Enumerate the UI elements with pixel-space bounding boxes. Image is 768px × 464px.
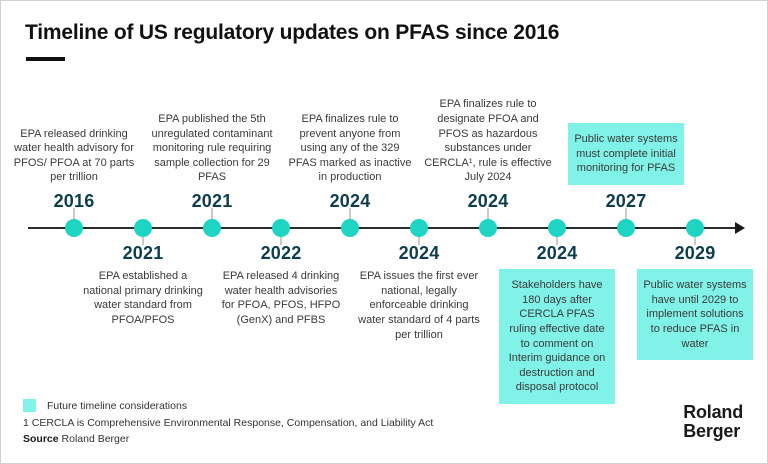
entry-year: 2024 [329,191,371,211]
timeline-entry-2021-above: EPA published the 5th unregulated contam… [142,112,282,212]
timeline-entry-2027: Public water systems must complete initi… [556,123,696,212]
entry-year: 2021 [191,191,233,211]
entry-text: EPA issues the first ever national, lega… [358,270,480,341]
entry-text: EPA released 4 drinking water health adv… [221,270,341,326]
timeline-dot [410,219,428,237]
legend-label: Future timeline considerations [47,399,188,412]
timeline-dot [479,219,497,237]
timeline-entry-2024-inactive-rule: EPA finalizes rule to prevent anyone fro… [280,112,420,212]
footnote: 1 CERCLA is Comprehensive Environmental … [23,417,434,429]
timeline-entry-2024-stakeholders: 2024 Stakeholders have 180 days after CE… [487,243,627,404]
timeline-entry-2024-standard: 2024 EPA issues the first ever national,… [349,243,489,342]
entry-text: EPA established a national primary drink… [83,270,203,326]
title-underline [26,57,65,61]
legend: Future timeline considerations [23,399,187,412]
timeline-entry-2021-below: 2021 EPA established a national primary … [73,243,213,328]
entry-year: 2024 [467,191,509,211]
entry-year: 2021 [122,243,164,263]
entry-text: EPA published the 5th unregulated contam… [151,112,273,184]
timeline-dot [686,219,704,237]
timeline-dot [65,219,83,237]
entry-text: EPA finalizes rule to prevent anyone fro… [288,112,412,184]
timeline-connector [349,208,351,228]
timeline-dot [341,219,359,237]
entry-text: EPA released drinking water health advis… [13,127,135,184]
timeline-dot [548,219,566,237]
timeline-dot [617,219,635,237]
timeline-connector [625,208,627,228]
timeline-entry-2024-cercla: EPA finalizes rule to designate PFOA and… [418,97,558,212]
entry-year: 2029 [674,243,716,263]
timeline-dot [134,219,152,237]
timeline-entry-2029: 2029 Public water systems have until 202… [625,243,765,361]
timeline-dot [272,219,290,237]
entry-year: 2022 [260,243,302,263]
entry-text-highlighted: Stakeholders have 180 days after CERCLA … [499,269,615,404]
timeline-axis [28,227,737,229]
timeline-connector [73,208,75,228]
entry-text-highlighted: Public water systems must complete initi… [568,123,684,185]
entry-year: 2024 [398,243,440,263]
timeline-dot [203,219,221,237]
source-value: Roland Berger [58,433,130,445]
source-label: Source [23,433,59,445]
timeline-arrow-icon [735,222,745,234]
timeline-connector [487,208,489,228]
entry-year: 2027 [605,191,647,211]
entry-text-highlighted: Public water systems have until 2029 to … [637,269,753,361]
entry-text: EPA finalizes rule to designate PFOA and… [424,98,552,184]
entry-year: 2024 [536,243,578,263]
page-title: Timeline of US regulatory updates on PFA… [25,21,560,44]
timeline-entry-2016: EPA released drinking water health advis… [4,127,144,213]
roland-berger-logo: Roland Berger [683,403,743,441]
logo-line1: Roland [683,402,743,423]
logo-line2: Berger [683,421,741,442]
legend-swatch-future [23,399,36,412]
timeline-connector [211,208,213,228]
timeline-entry-2022: 2022 EPA released 4 drinking water healt… [211,243,351,328]
entry-year: 2016 [53,191,95,211]
source-line: Source Roland Berger [23,433,129,445]
